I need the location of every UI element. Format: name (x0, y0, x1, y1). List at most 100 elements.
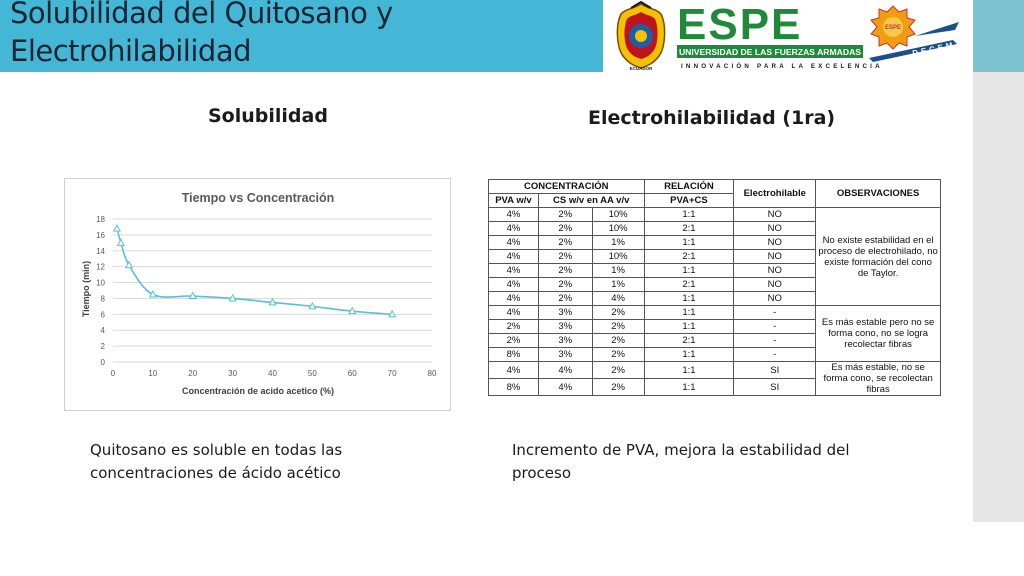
table-cell: 4% (488, 207, 539, 222)
table-cell: 1:1 (643, 305, 735, 320)
table-header-row: CONCENTRACIÓN RELACIÓN Electrohilable OB… (488, 179, 941, 208)
data-series-line (116, 228, 393, 316)
data-point-marker (112, 223, 122, 232)
table-cell: 2% (591, 378, 645, 396)
table-row: 8% 4% 2% 1:1 SI (488, 378, 941, 396)
table-cell: 2% (537, 207, 593, 222)
y-tick-label: 10 (96, 279, 105, 288)
table-cell: 2% (488, 319, 539, 334)
y-tick-label: 12 (96, 263, 105, 272)
observation-cell: No existe estabilidad en el proceso de e… (815, 207, 941, 306)
table-cell: 8% (488, 378, 539, 396)
table-cell: 1:1 (643, 207, 735, 222)
table-cell: - (733, 319, 817, 334)
x-tick-label: 70 (388, 369, 397, 378)
data-point-marker (348, 306, 357, 315)
table-cell: 2% (591, 361, 645, 379)
data-point-marker (148, 289, 157, 298)
espe-wordmark: ESPE (677, 0, 802, 49)
y-tick-label: 16 (96, 231, 105, 240)
table-cell: 2% (591, 333, 645, 348)
table-cell: 2:1 (643, 333, 735, 348)
slide-title-line-1: Solubilidad del Quitosano y (10, 0, 393, 30)
observation-cell: Es más estable, no se forma cono, se rec… (815, 361, 941, 396)
table-cell: 4% (488, 361, 539, 379)
table-cell: 2% (537, 291, 593, 306)
table-cell: 1:1 (643, 361, 735, 379)
slide-title-line-2: Electrohilabilidad (10, 34, 252, 68)
x-tick-label: 20 (188, 369, 197, 378)
y-tick-label: 2 (101, 342, 106, 351)
electrohilabilidad-heading: Electrohilabilidad (1ra) (588, 107, 836, 129)
table-cell: 1:1 (643, 291, 735, 306)
chart-title: Tiempo vs Concentración (182, 191, 335, 205)
table-cell: NO (733, 221, 817, 236)
table-cell: 2% (488, 333, 539, 348)
table-cell: 4% (488, 291, 539, 306)
header-accent-block (973, 0, 1024, 72)
header-concentracion: CONCENTRACIÓN (488, 179, 645, 194)
slide-title: Solubilidad del Quitosano y Electrohilab… (10, 0, 393, 70)
table-cell: 2% (591, 347, 645, 362)
table-row: 4% 2% 10% 2:1 NO (488, 249, 941, 264)
table-cell: 1% (591, 277, 645, 292)
table-cell: 2% (537, 235, 593, 250)
table-cell: 1:1 (643, 235, 735, 250)
y-tick-label: 18 (96, 215, 105, 224)
table-cell: SI (733, 378, 817, 396)
table-cell: 10% (591, 249, 645, 264)
table-cell: 1:1 (643, 347, 735, 362)
table-cell: - (733, 347, 817, 362)
table-row: 4% 4% 2% 1:1 SI Es más estable, no se forma c… (488, 361, 941, 396)
table-row: 4% 2% 10% 1:1 NO No existe estabilidad en el … (488, 207, 941, 306)
table-cell: 10% (591, 221, 645, 236)
solubilidad-caption: Quitosano es soluble en todas las concen… (90, 441, 343, 482)
table-row: 4% 2% 1% 1:1 NO (488, 263, 941, 278)
y-tick-label: 6 (101, 310, 106, 319)
table-cell: 1% (591, 235, 645, 250)
table-cell: 1:1 (643, 378, 735, 396)
electrospinning-table: CONCENTRACIÓN RELACIÓN Electrohilable OB… (488, 179, 941, 396)
table-cell: NO (733, 235, 817, 250)
y-tick-label: 8 (101, 294, 106, 303)
header-relacion: RELACIÓN (643, 179, 735, 194)
logo-tagline: INNOVACIÓN PARA LA EXCELENCIA (681, 62, 883, 70)
table-cell: 2% (591, 319, 645, 334)
table-cell: 2:1 (643, 249, 735, 264)
seal-label: ECUADOR (630, 66, 654, 71)
table-cell: 4% (537, 361, 593, 379)
badge-bottom-label: DECEM (912, 40, 957, 58)
table-cell: 8% (488, 347, 539, 362)
data-point-marker (188, 291, 197, 300)
x-tick-label: 30 (228, 369, 237, 378)
table-cell: 2% (537, 263, 593, 278)
table-cell: 4% (488, 221, 539, 236)
y-tick-label: 14 (96, 247, 105, 256)
table-cell: - (733, 305, 817, 320)
table-cell: - (733, 333, 817, 348)
table-cell: 1:1 (643, 263, 735, 278)
table-cell: SI (733, 361, 817, 379)
x-tick-label: 10 (148, 369, 157, 378)
table-cell: 2% (591, 305, 645, 320)
electrohilabilidad-caption: Incremento de PVA, mejora la estabilidad… (512, 441, 850, 482)
table-cell: 2% (537, 277, 593, 292)
table-cell: 3% (537, 347, 593, 362)
table-cell: 4% (488, 263, 539, 278)
badge-top-label: ESPE (885, 25, 901, 31)
table-cell: 3% (537, 305, 593, 320)
decem-badge-icon: ESPE DECEM (869, 5, 959, 62)
chart-x-axis-label: Concentración de acido acetico (%) (182, 386, 334, 396)
table-cell: 1% (591, 263, 645, 278)
header-cs: CS w/v en AA v/v (537, 193, 645, 208)
table-cell: NO (733, 277, 817, 292)
x-tick-label: 80 (428, 369, 437, 378)
side-accent-bar (973, 72, 1024, 522)
table-cell: 4% (488, 277, 539, 292)
data-point-marker (308, 301, 317, 310)
header-pva: PVA w/v (488, 193, 539, 208)
solubilidad-heading: Solubilidad (208, 105, 328, 127)
table-cell: 4% (488, 235, 539, 250)
header-electrohilable: Electrohilable (733, 179, 817, 208)
table-cell: 3% (537, 319, 593, 334)
